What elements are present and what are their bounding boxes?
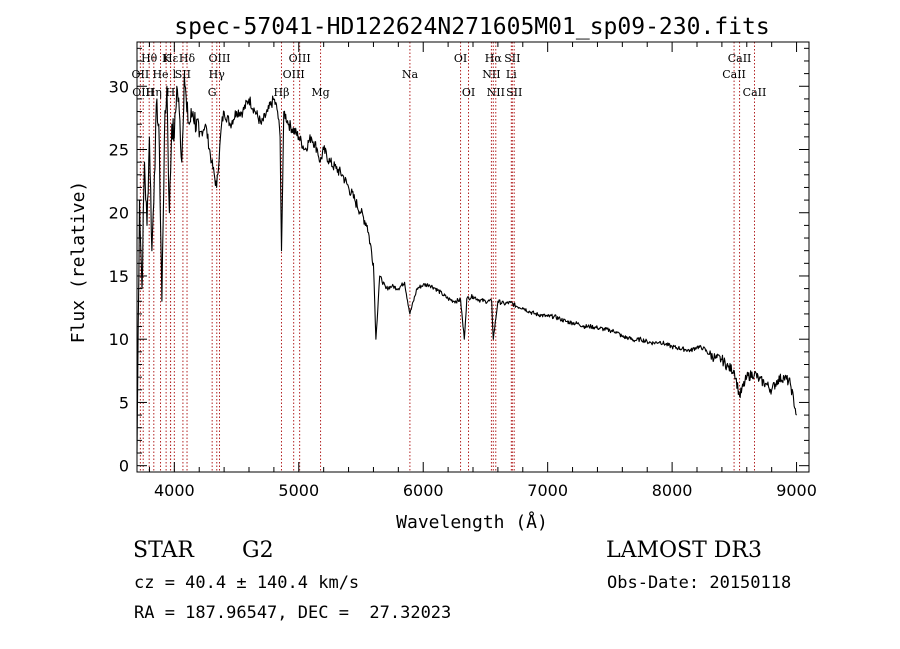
survey-name: LAMOST DR3 bbox=[606, 538, 762, 563]
y-tick-label: 0 bbox=[119, 457, 129, 476]
y-tick-label: 30 bbox=[109, 77, 129, 96]
y-tick-label: 5 bbox=[119, 393, 129, 412]
coordinates: RA = 187.96547, DEC = 27.32023 bbox=[134, 603, 452, 623]
y-tick-label: 15 bbox=[109, 267, 129, 286]
marker-label: OIII bbox=[289, 52, 311, 65]
spectrum-line bbox=[136, 73, 798, 454]
marker-label: OI bbox=[462, 86, 475, 99]
marker-label: Mg bbox=[311, 86, 329, 99]
spectral-subclass: G2 bbox=[242, 538, 274, 563]
marker-label: Hγ bbox=[209, 68, 226, 81]
marker-label: H bbox=[166, 86, 176, 99]
marker-label: K bbox=[162, 52, 171, 65]
marker-label: CaII bbox=[743, 86, 767, 99]
x-tick-label: 8000 bbox=[652, 481, 693, 500]
x-tick-label: 4000 bbox=[154, 481, 195, 500]
marker-label: CaII bbox=[722, 68, 746, 81]
marker-label: OII bbox=[132, 68, 150, 81]
object-class: STAR bbox=[133, 538, 194, 563]
marker-label: Hε bbox=[163, 52, 179, 65]
marker-label: Hα bbox=[485, 52, 503, 65]
marker-label: Hδ bbox=[179, 52, 196, 65]
marker-label: SII bbox=[506, 86, 522, 99]
marker-label: Hη bbox=[146, 86, 162, 99]
chart-title: spec-57041-HD122624N271605M01_sp09-230.f… bbox=[174, 14, 769, 40]
marker-label: Hθ bbox=[141, 52, 158, 65]
marker-label: Li bbox=[506, 68, 517, 81]
marker-label: G bbox=[208, 86, 217, 99]
x-axis: 4000 5000 6000 7000 8000 9000 bbox=[148, 42, 817, 500]
plot-frame bbox=[136, 41, 810, 473]
x-tick-label: 7000 bbox=[527, 481, 568, 500]
x-tick-label: 9000 bbox=[776, 481, 817, 500]
marker-label: NII bbox=[482, 68, 500, 81]
marker-label: OI bbox=[454, 52, 467, 65]
y-tick-label: 10 bbox=[109, 330, 129, 349]
y-axis: 0 5 10 15 20 25 30 bbox=[109, 47, 809, 476]
marker-label: l bbox=[173, 68, 177, 81]
y-axis-label: Flux (relative) bbox=[68, 181, 89, 344]
marker-label: OIII bbox=[132, 86, 154, 99]
marker-label: He bbox=[152, 68, 168, 81]
x-tick-label: 6000 bbox=[403, 481, 444, 500]
spectral-line-markers bbox=[139, 42, 755, 472]
x-tick-label: 5000 bbox=[278, 481, 319, 500]
marker-label: SII bbox=[175, 68, 191, 81]
obs-date: Obs-Date: 20150118 bbox=[607, 573, 792, 593]
spectral-line-labels: OIIOIIIHθHηHeKHHεlSIIHδGHγOIIIHβOIIIOIII… bbox=[132, 52, 767, 99]
redshift-readout: cz = 40.4 ± 140.4 km/s bbox=[134, 573, 360, 593]
marker-label: Hβ bbox=[274, 86, 290, 99]
marker-label: OIII bbox=[283, 68, 305, 81]
y-tick-label: 25 bbox=[109, 141, 129, 160]
marker-label: CaII bbox=[728, 52, 752, 65]
y-tick-label: 20 bbox=[109, 204, 129, 223]
marker-label: Na bbox=[402, 68, 419, 81]
marker-label: SII bbox=[504, 52, 520, 65]
marker-label: OIII bbox=[208, 52, 230, 65]
x-axis-label: Wavelength (Å) bbox=[396, 511, 548, 533]
marker-label: NII bbox=[487, 86, 505, 99]
